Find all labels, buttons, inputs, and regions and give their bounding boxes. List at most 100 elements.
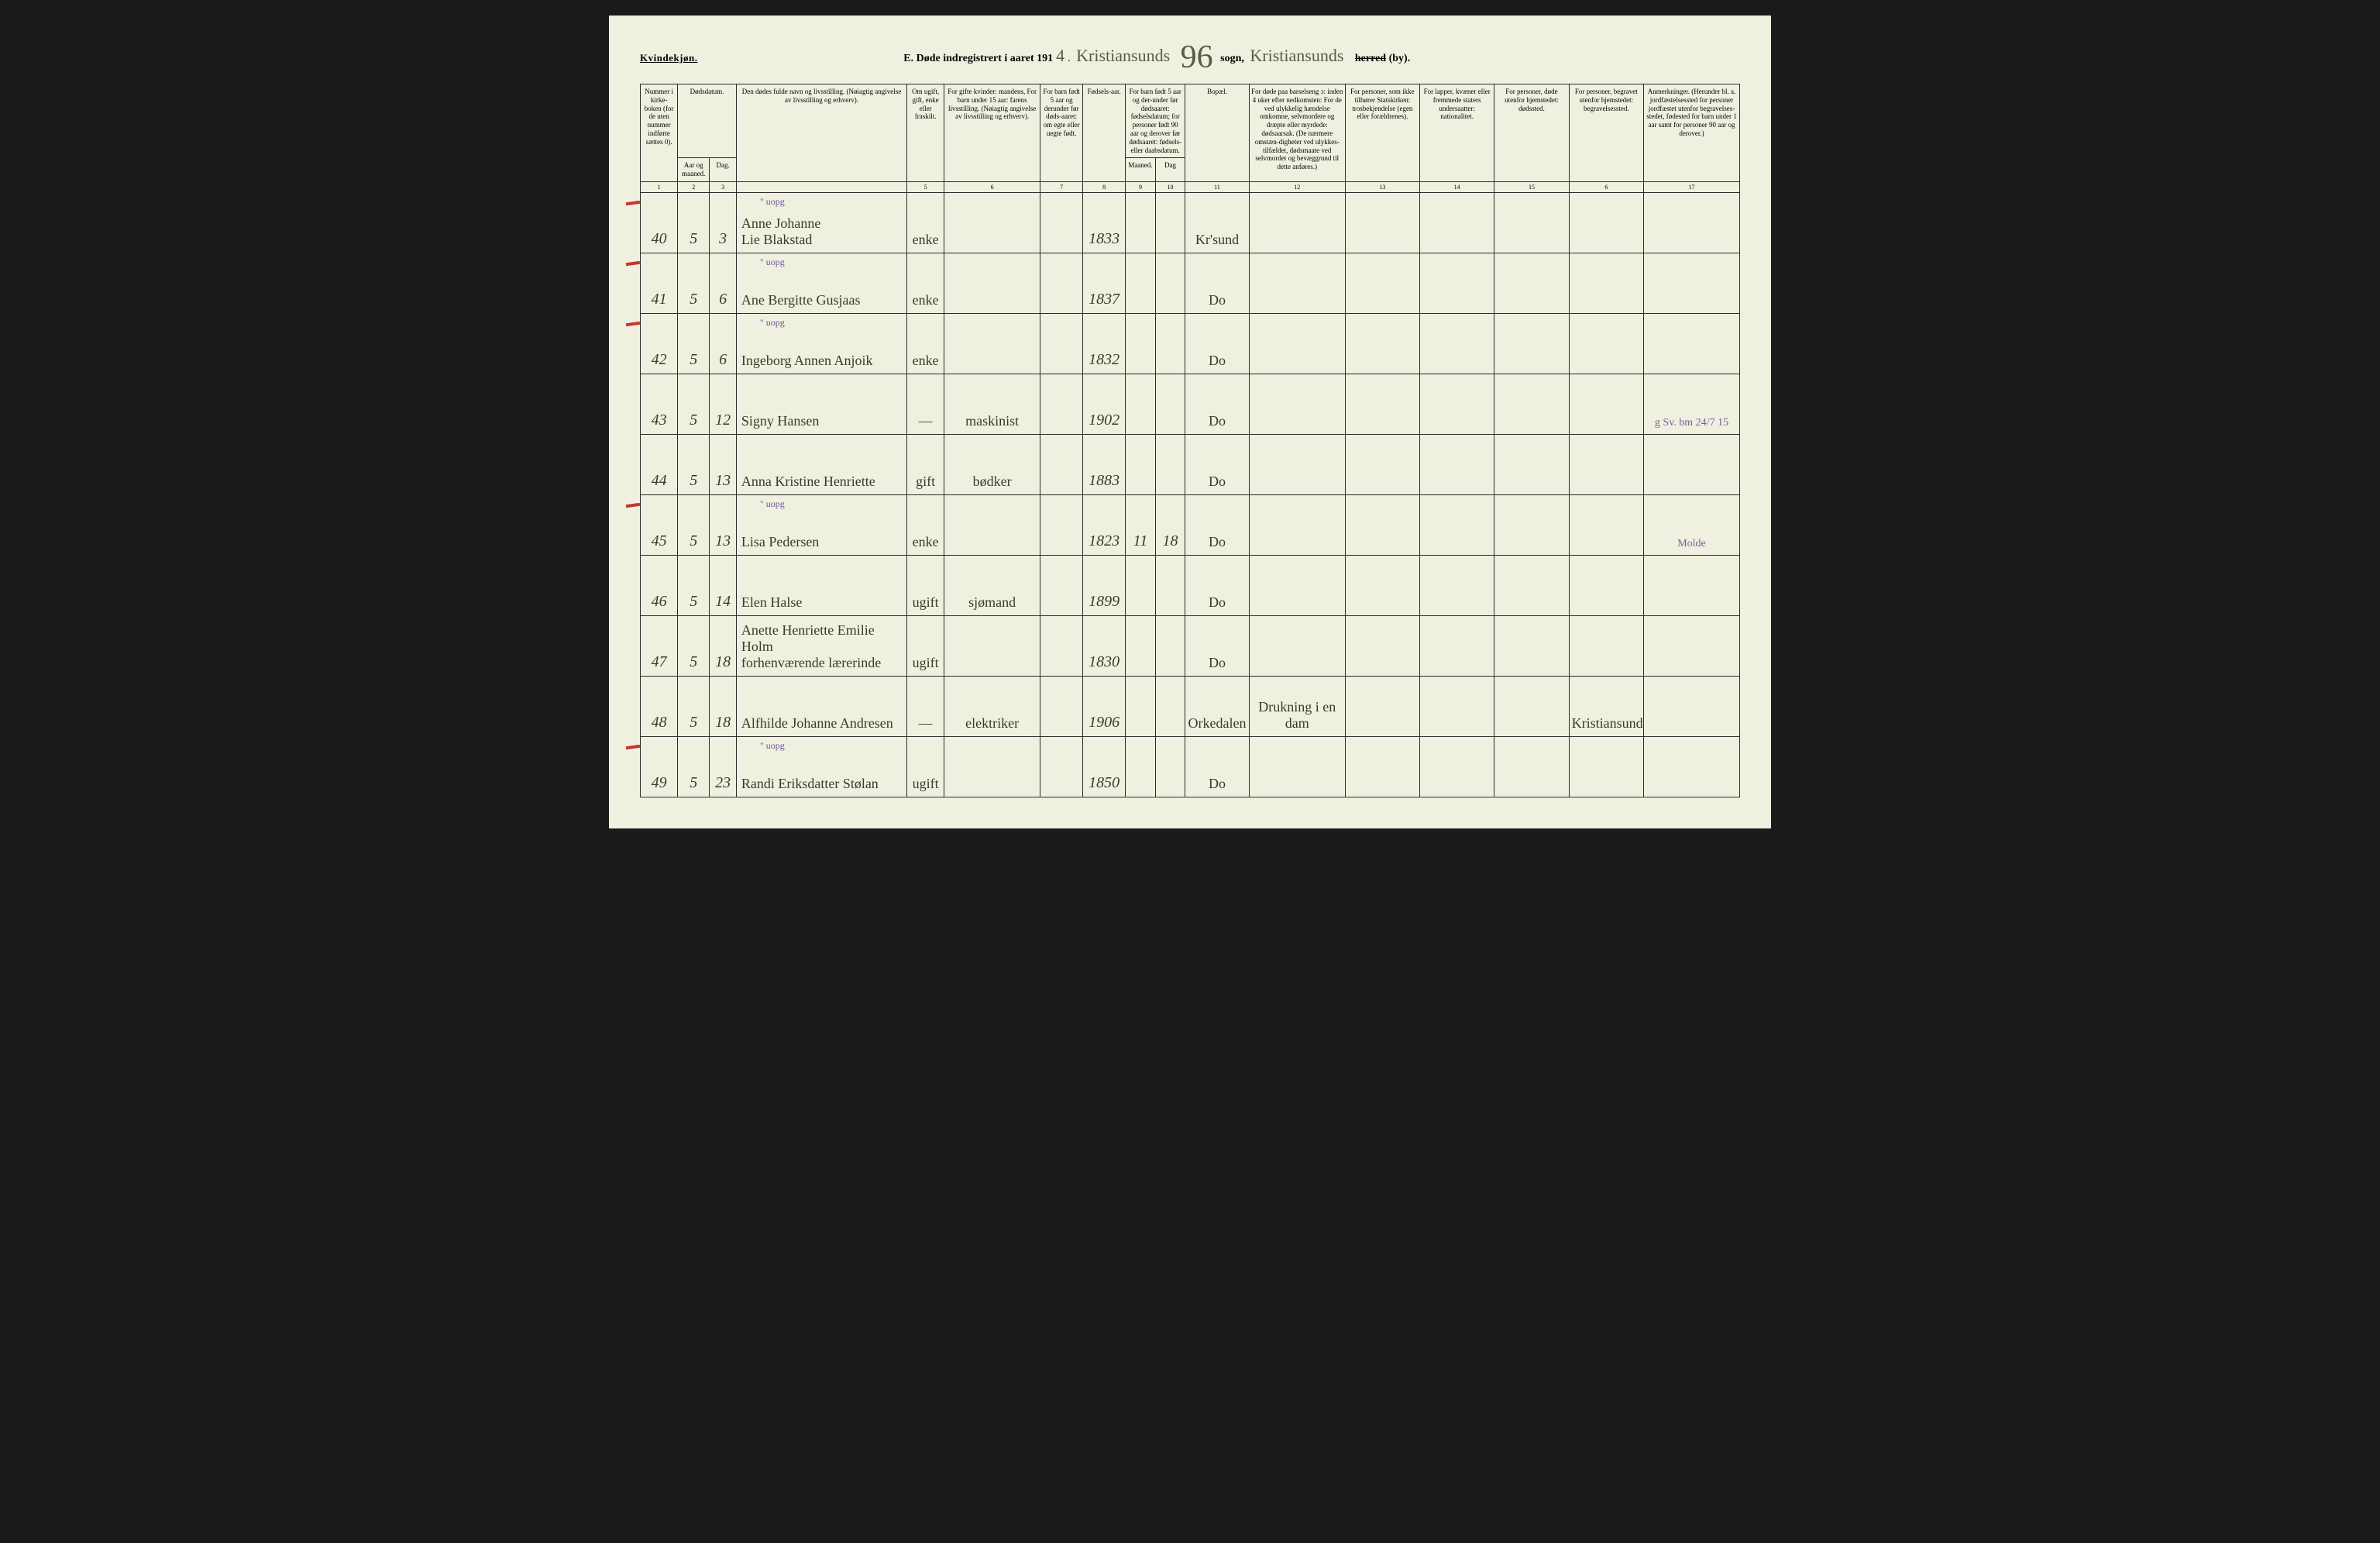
birth-month [1126,192,1156,253]
red-margin-mark [626,201,640,205]
column-number: 6 [1569,181,1643,192]
remark-text: Molde [1677,538,1706,549]
egte [1040,615,1083,676]
birth-day [1155,615,1185,676]
day: 3 [710,192,736,253]
burial-place [1569,555,1643,615]
occupation [944,313,1040,374]
col-subheader: Dag [1155,158,1185,182]
marital-status: enke [907,494,944,555]
table-row: 4156" uopgAne Bergitte Gusjaasenke1837Do [641,253,1740,313]
month: 5 [678,615,710,676]
month: 5 [678,555,710,615]
nationality [1420,555,1494,615]
row-number: 47 [641,615,678,676]
birth-day [1155,676,1185,736]
col-header: For gifte kvinder: mandens, For barn und… [944,84,1040,182]
column-number: 1 [641,181,678,192]
row-number: 40 [641,192,678,253]
death-place [1494,434,1569,494]
burial-place [1569,615,1643,676]
marital-status: — [907,676,944,736]
row-number: 48 [641,676,678,736]
table-body: 4053" uopgAnne JohanneLie Blakstadenke18… [641,192,1740,797]
birth-day [1155,434,1185,494]
month: 5 [678,494,710,555]
column-number: 9 [1126,181,1156,192]
birth-year: 1906 [1083,676,1126,736]
birth-year: 1899 [1083,555,1126,615]
occupation: elektriker [944,676,1040,736]
month: 5 [678,192,710,253]
occupation: sjømand [944,555,1040,615]
table-row: 4256" uopgIngeborg Annen Anjoikenke1832D… [641,313,1740,374]
column-number-row: 12356789101112131415617 [641,181,1740,192]
occupation: bødker [944,434,1040,494]
nationality [1420,253,1494,313]
column-number: 17 [1643,181,1739,192]
column-number: 10 [1155,181,1185,192]
birth-year: 1850 [1083,736,1126,797]
burial-place [1569,313,1643,374]
death-place [1494,313,1569,374]
col-header: Fødsels-aar. [1083,84,1126,182]
remark-text: g Sv. bm 24/7 15 [1655,417,1728,429]
table-row: 46514Elen Halseugiftsjømand1899Do [641,555,1740,615]
marital-status: gift [907,434,944,494]
occupation [944,192,1040,253]
egte [1040,192,1083,253]
death-place [1494,374,1569,434]
birth-day [1155,374,1185,434]
day: 6 [710,313,736,374]
nationality [1420,676,1494,736]
cause [1249,494,1345,555]
name-cell: " uopgAne Bergitte Gusjaas [736,253,906,313]
birth-year: 1833 [1083,192,1126,253]
birth-month [1126,313,1156,374]
egte [1040,494,1083,555]
death-place [1494,736,1569,797]
faith [1345,192,1419,253]
faith [1345,434,1419,494]
column-number: 3 [710,181,736,192]
column-number: 2 [678,181,710,192]
birth-month [1126,434,1156,494]
month: 5 [678,736,710,797]
birth-month [1126,736,1156,797]
cause [1249,434,1345,494]
superscript-note: " uopg [760,740,785,752]
col-header: Dødsdatum. [678,84,737,158]
remarks [1643,192,1739,253]
cause: Drukning i en dam [1249,676,1345,736]
faith [1345,494,1419,555]
residence: Do [1185,555,1250,615]
day: 13 [710,434,736,494]
faith [1345,253,1419,313]
nationality [1420,192,1494,253]
col-subheader: Maaned. [1126,158,1156,182]
occupation [944,736,1040,797]
birth-year: 1823 [1083,494,1126,555]
residence: Do [1185,494,1250,555]
col-subheader: Dag. [710,158,736,182]
remarks [1643,676,1739,736]
table-row: 44513Anna Kristine Henriettegiftbødker18… [641,434,1740,494]
column-number: 8 [1083,181,1126,192]
row-number: 43 [641,374,678,434]
row-number: 41 [641,253,678,313]
table-row: 43512Signy Hansen—maskinist1902Dog Sv. b… [641,374,1740,434]
birth-month [1126,374,1156,434]
egte [1040,555,1083,615]
name-cell: " uopgAnne JohanneLie Blakstad [736,192,906,253]
col-header: For personer, som ikke tilhører Statskir… [1345,84,1419,182]
column-number: 14 [1420,181,1494,192]
birth-year: 1837 [1083,253,1126,313]
residence: Do [1185,313,1250,374]
burial-place [1569,253,1643,313]
death-place [1494,555,1569,615]
birth-year: 1830 [1083,615,1126,676]
faith [1345,615,1419,676]
table-row: 49523" uopgRandi Eriksdatter Stølanugift… [641,736,1740,797]
remarks [1643,555,1739,615]
col-header: Nummer i kirke-boken (for de uten nummer… [641,84,678,182]
